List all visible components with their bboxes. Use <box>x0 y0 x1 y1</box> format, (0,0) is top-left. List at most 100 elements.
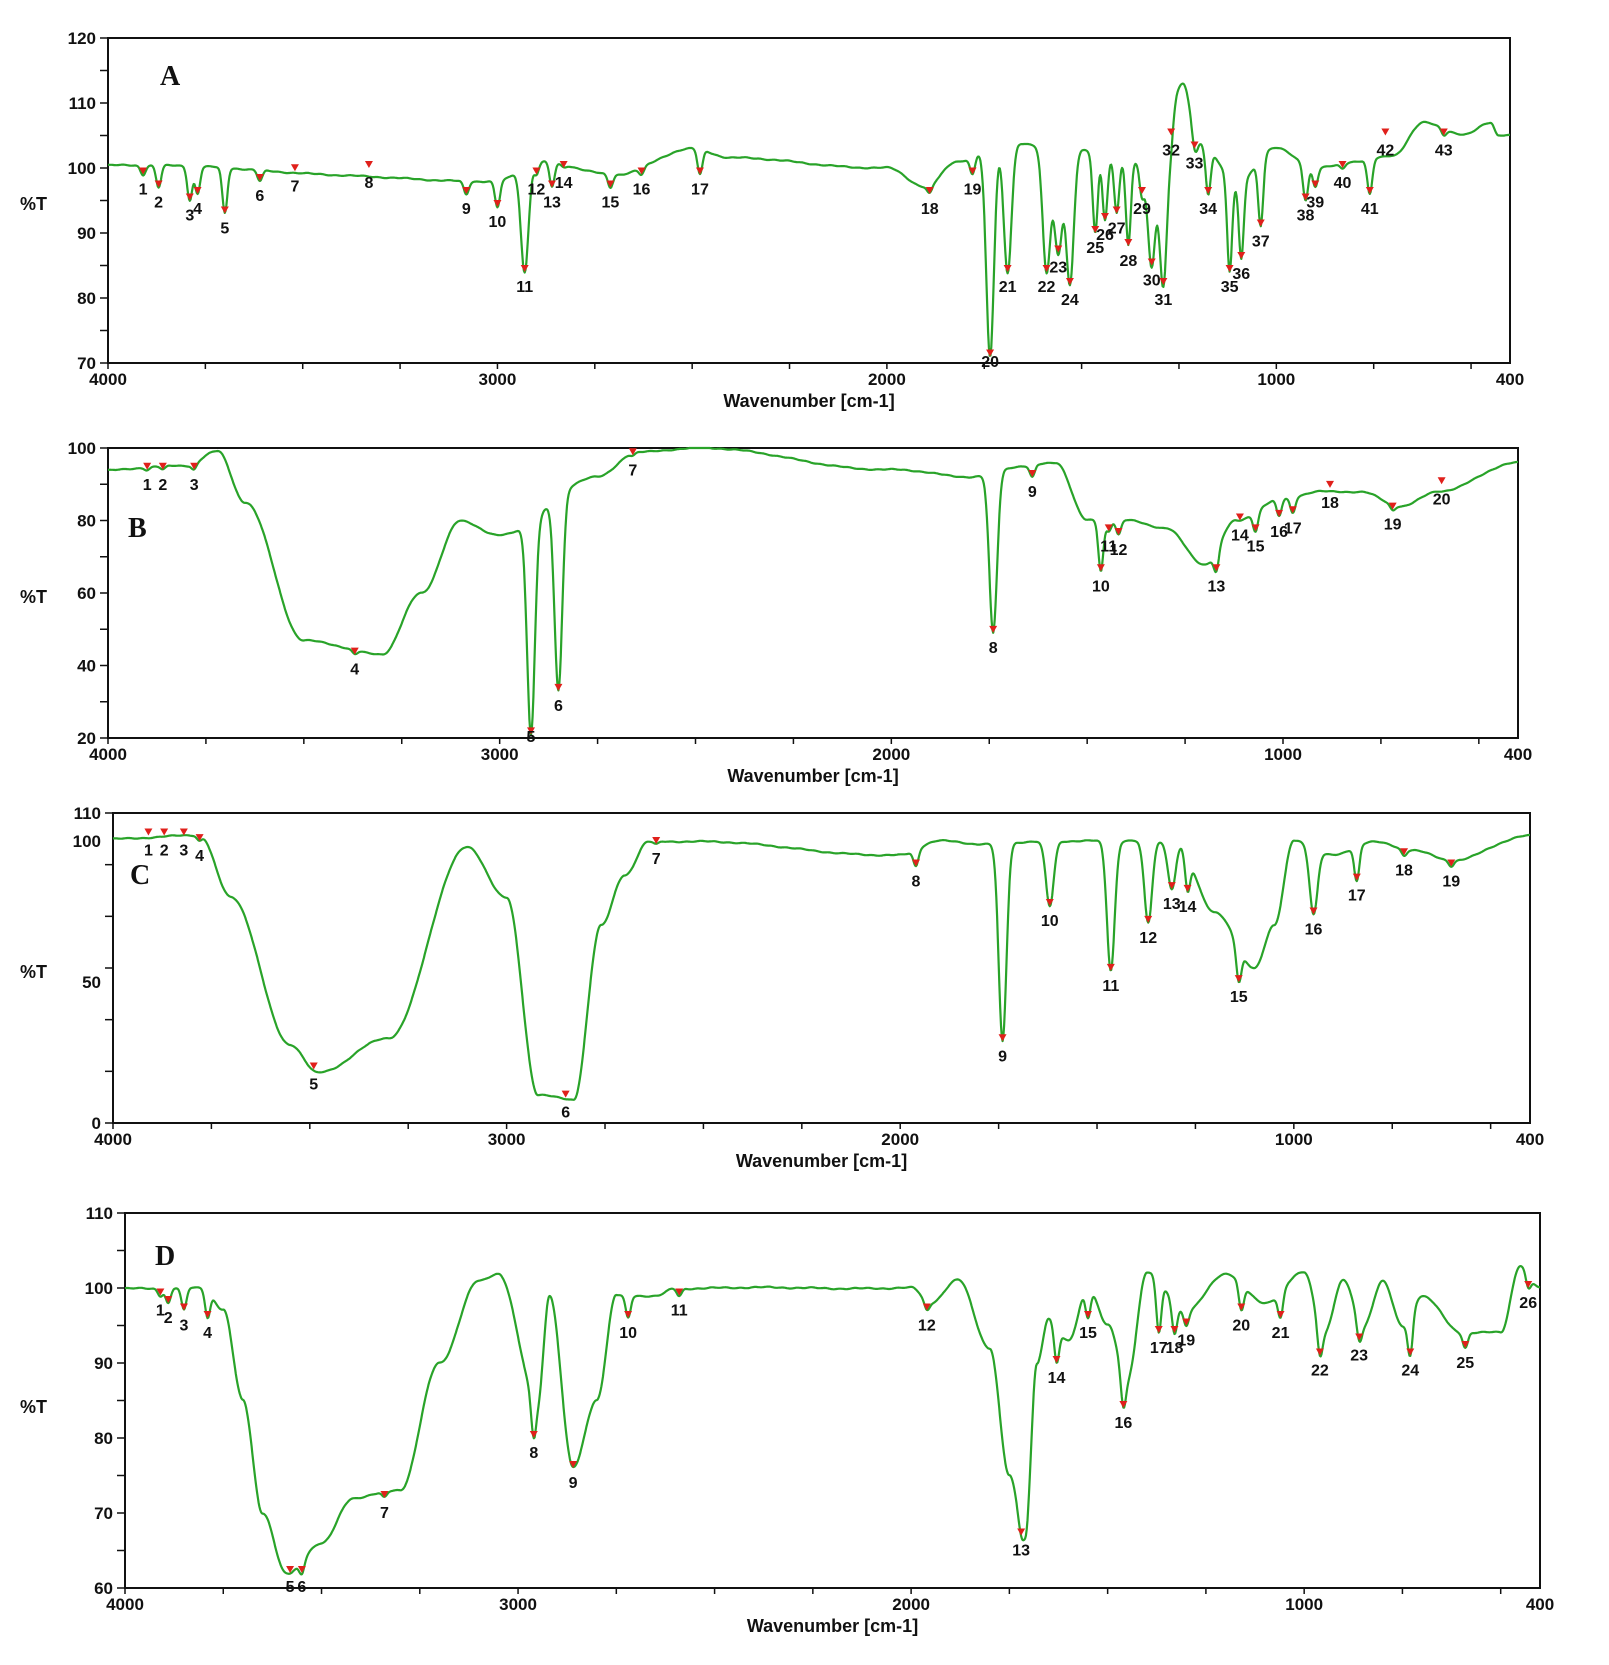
x-tick-label: 4000 <box>89 370 127 389</box>
x-tick-label: 3000 <box>479 370 517 389</box>
peak-marker <box>1182 1318 1191 1326</box>
peak-marker <box>1159 278 1168 285</box>
peak-label: 20 <box>981 354 999 371</box>
peak-marker <box>1028 470 1037 477</box>
peak-marker <box>1400 848 1409 856</box>
peak-marker <box>1256 219 1265 227</box>
spectrum-line-a <box>107 82 1511 357</box>
peak-label: 41 <box>1361 201 1379 218</box>
peak-label: 4 <box>195 848 204 865</box>
peak-marker <box>675 1288 684 1296</box>
panel-letter: C <box>130 860 150 891</box>
peak-label: 1 <box>144 843 153 860</box>
x-tick-label: 3000 <box>481 745 519 764</box>
y-axis-title: %T <box>20 194 47 214</box>
y-tick-label: 0 <box>92 1114 101 1133</box>
peak-label: 23 <box>1049 260 1067 277</box>
peak-marker <box>1388 502 1397 510</box>
peak-marker <box>1326 480 1334 488</box>
y-tick-label: 70 <box>94 1504 113 1523</box>
peak-label: 21 <box>1272 1325 1290 1342</box>
spectrum-panel-b: 20 40 60 80 100 4000 3000 2000 1000 400 Wavenumber… <box>20 439 1532 786</box>
peak-label: 1 <box>156 1303 165 1320</box>
peak-label: 14 <box>1048 1370 1066 1387</box>
spectrum-line-c <box>112 833 1531 1101</box>
peak-label: 28 <box>1119 253 1137 270</box>
peak-marker <box>1112 206 1121 214</box>
peak-marker <box>1225 265 1234 272</box>
peak-label: 15 <box>601 195 619 212</box>
peak-marker <box>1406 1348 1415 1356</box>
peak-label: 42 <box>1376 143 1394 160</box>
peak-label: 19 <box>1384 517 1402 534</box>
panel-letter: A <box>160 61 181 92</box>
peak-marker <box>1167 882 1176 890</box>
peak-marker <box>1275 509 1284 517</box>
peak-marker <box>1042 265 1051 272</box>
peak-marker <box>1234 975 1243 983</box>
peak-label: 9 <box>462 201 471 218</box>
peak-label: 21 <box>999 279 1017 296</box>
peak-label: 3 <box>185 208 194 225</box>
y-tick-label: 60 <box>94 1579 113 1598</box>
peak-marker <box>1190 141 1199 149</box>
peak-label: 10 <box>1041 913 1059 930</box>
peak-marker <box>1288 506 1297 514</box>
peak-label: 38 <box>1297 208 1315 225</box>
peak-marker <box>1437 477 1446 485</box>
peak-label: 10 <box>619 1325 637 1342</box>
peak-marker <box>986 349 995 357</box>
peak-label: 16 <box>1114 1415 1132 1432</box>
peak-label: 4 <box>203 1325 212 1342</box>
peak-marker <box>1106 963 1115 971</box>
peak-label: 6 <box>554 698 563 715</box>
peak-label: 2 <box>158 477 167 494</box>
peak-label: 35 <box>1221 279 1239 296</box>
peak-marker <box>144 828 153 836</box>
peak-label: 19 <box>1177 1333 1195 1350</box>
x-axis-title: Wavenumber [cm-1] <box>736 1151 907 1171</box>
peak-label: 29 <box>1133 201 1151 218</box>
peak-marker <box>968 167 977 175</box>
peak-marker <box>624 1311 633 1318</box>
peak-marker <box>190 462 199 470</box>
peak-marker <box>1154 1326 1163 1333</box>
peak-label: 2 <box>164 1310 173 1327</box>
peak-label: 15 <box>1079 1325 1097 1342</box>
peak-marker <box>1235 513 1244 521</box>
y-tick-label: 40 <box>77 657 96 676</box>
peak-label: 12 <box>527 182 545 199</box>
peak-label: 13 <box>1163 896 1181 913</box>
peak-label: 9 <box>569 1475 578 1492</box>
peak-marker <box>1237 1303 1246 1311</box>
peak-marker <box>1276 1311 1285 1318</box>
peak-label: 2 <box>160 843 169 860</box>
peak-label: 40 <box>1334 175 1352 192</box>
peak-marker <box>1365 187 1374 194</box>
peak-label: 1 <box>139 182 148 199</box>
peak-marker <box>1091 226 1100 233</box>
y-tick-label: 100 <box>73 832 101 851</box>
peak-marker <box>1083 1311 1092 1318</box>
peak-marker <box>156 1288 165 1296</box>
y-tick-label: 110 <box>86 1204 113 1223</box>
x-tick-label: 2000 <box>868 370 906 389</box>
peak-label: 13 <box>543 195 561 212</box>
peak-marker <box>1439 128 1448 136</box>
y-tick-label: 90 <box>94 1354 113 1373</box>
peak-label: 37 <box>1252 234 1270 251</box>
peak-marker <box>637 167 646 175</box>
x-tick-label: 1000 <box>1275 1130 1313 1149</box>
peak-marker <box>290 164 299 172</box>
peak-marker <box>1065 278 1074 285</box>
peak-label: 13 <box>1012 1543 1030 1560</box>
peak-label: 6 <box>297 1579 306 1596</box>
peak-marker <box>1144 915 1153 923</box>
peak-marker <box>203 1311 212 1318</box>
x-tick-label: 2000 <box>872 745 910 764</box>
peak-marker <box>527 727 535 735</box>
peak-marker <box>1045 899 1054 906</box>
peak-marker <box>179 1303 188 1311</box>
peak-label: 20 <box>1433 491 1451 508</box>
